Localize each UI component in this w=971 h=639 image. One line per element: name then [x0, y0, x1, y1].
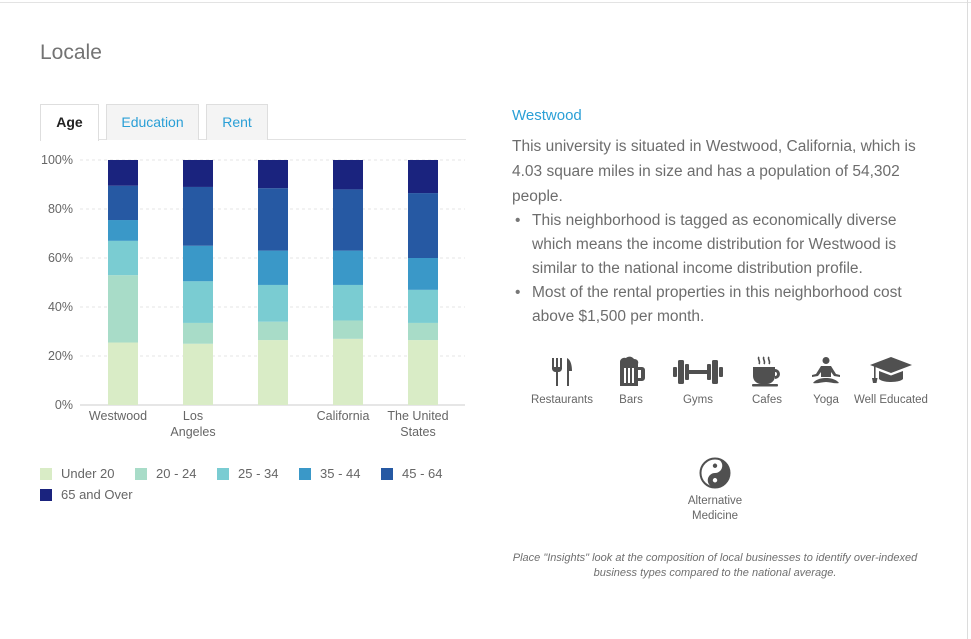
x-tick-label: The United: [387, 409, 448, 423]
legend-swatch: [299, 468, 311, 480]
bar-segment: [258, 188, 288, 251]
insight-gyms: Gyms: [658, 356, 738, 408]
legend-label: Under 20: [61, 466, 115, 481]
bar-segment: [108, 342, 138, 405]
insight-label: Bars: [619, 394, 643, 406]
graduation-cap-icon: [870, 357, 912, 383]
section-title: Locale: [40, 41, 102, 64]
insight-bars: Bars: [591, 356, 671, 408]
insight-label: Restaurants: [530, 394, 593, 406]
legend-swatch: [40, 489, 52, 501]
age-stacked-bar-chart: 0% 20% 40% 60% 80% 100% Westwood Los Angeles Cali…: [41, 153, 465, 439]
bar-segment: [108, 240, 138, 276]
bar-segment: [258, 340, 288, 405]
legend-label: 35 - 44: [320, 466, 361, 481]
y-tick-label: 40%: [48, 300, 73, 314]
place-description: This university is situated in Westwood,…: [512, 138, 916, 205]
x-tick-label: Westwood: [89, 409, 147, 423]
age-chart: 0% 20% 40% 60% 80% 100% Westwood Los Angeles Cali…: [0, 145, 480, 455]
bar-segment: [108, 160, 138, 186]
x-tick-label: States: [400, 425, 435, 439]
legend-swatch: [381, 468, 393, 480]
insight-well-educated: Well Educated: [851, 356, 931, 408]
place-title: Westwood: [512, 107, 582, 124]
legend-swatch: [40, 468, 52, 480]
insight-label: Alternative Medicine: [687, 495, 743, 522]
bullet-item: Most of the rental properties in this ne…: [512, 281, 922, 329]
top-divider: [0, 2, 971, 3]
bar-segment: [333, 250, 363, 285]
insight-yoga: Yoga: [786, 356, 866, 408]
insight-label: Yoga: [813, 394, 839, 406]
bar-segment: [183, 343, 213, 405]
bar-segment: [408, 289, 438, 323]
bar-segment: [108, 220, 138, 241]
legend-label: 45 - 64: [402, 466, 443, 481]
bullet-item: This neighborhood is tagged as economica…: [512, 209, 922, 281]
right-border: [967, 0, 968, 639]
bar-segment: [333, 320, 363, 339]
bar-segment: [333, 160, 363, 190]
y-tick-label: 20%: [48, 349, 73, 363]
bar-segment: [408, 322, 438, 341]
insight-label: Gyms: [682, 394, 714, 406]
bar-segment: [183, 160, 213, 187]
bar-segment: [408, 193, 438, 258]
bar-segment: [258, 250, 288, 285]
bar-segment: [333, 338, 363, 405]
insight-label: Well Educated: [854, 394, 928, 406]
bar-segment: [183, 281, 213, 323]
insights-footnote: Place "Insights" look at the composition…: [512, 552, 918, 579]
insight-cafes: Cafes: [727, 356, 807, 408]
bar-segment: [183, 245, 213, 282]
bar-segment: [108, 185, 138, 221]
tab-bar: Age Education Rent: [40, 104, 466, 141]
dumbbell-icon: [673, 360, 723, 384]
bar-segment: [258, 321, 288, 341]
bar-segment: [108, 275, 138, 343]
utensils-icon: [552, 358, 572, 386]
insight-restaurants: Restaurants: [522, 356, 602, 408]
x-tick-label: Los: [183, 409, 203, 423]
legend-label: 25 - 34: [238, 466, 279, 481]
y-tick-label: 0%: [55, 398, 73, 412]
x-tick-label: Angeles: [170, 425, 215, 439]
bar-segment: [333, 189, 363, 251]
yin-yang-icon: [699, 457, 731, 489]
y-tick-label: 60%: [48, 251, 73, 265]
legend-label: 65 and Over: [61, 487, 133, 502]
legend-swatch: [135, 468, 147, 480]
bar-segment: [183, 186, 213, 246]
coffee-cup-icon: [752, 356, 780, 387]
y-tick-label: 80%: [48, 202, 73, 216]
insight-label: Cafes: [751, 394, 783, 406]
y-tick-label: 100%: [41, 153, 73, 167]
bar-segment: [408, 258, 438, 290]
bar-segment: [183, 322, 213, 344]
place-bullets: This neighborhood is tagged as economica…: [512, 209, 922, 329]
x-tick-label: California: [317, 409, 370, 423]
legend-label: 20 - 24: [156, 466, 197, 481]
bar-segment: [333, 284, 363, 321]
tab-rent[interactable]: Rent: [206, 104, 268, 140]
bar-segment: [408, 160, 438, 194]
bar-segment: [408, 340, 438, 405]
meditation-icon: [812, 357, 840, 384]
tab-age[interactable]: Age: [40, 104, 99, 141]
beer-mug-icon: [620, 356, 645, 386]
bar-segment: [258, 284, 288, 322]
bar-segment: [258, 160, 288, 189]
tab-education[interactable]: Education: [106, 104, 199, 140]
insight-alternative-medicine: Alternative Medicine: [675, 457, 755, 524]
legend-swatch: [217, 468, 229, 480]
place-info-panel: Westwood This university is situated in …: [512, 106, 922, 329]
